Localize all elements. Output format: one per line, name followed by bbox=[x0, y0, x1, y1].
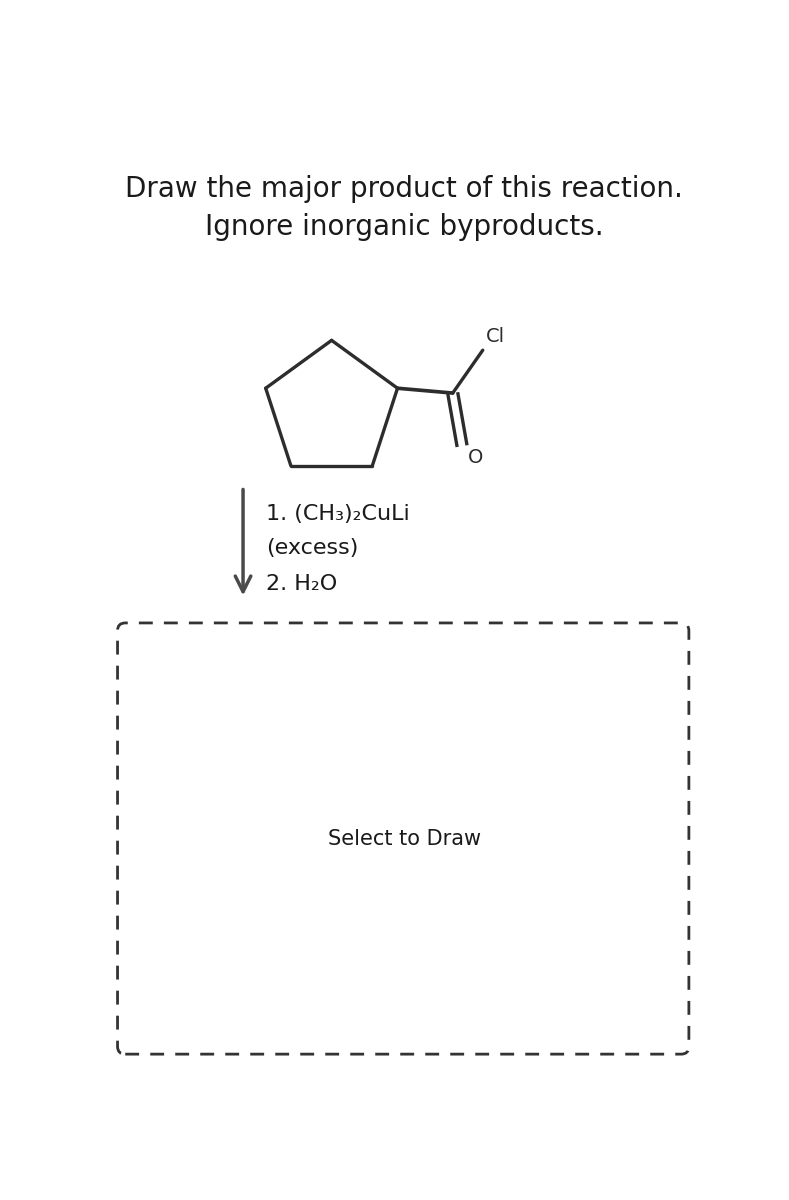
Text: Select to Draw: Select to Draw bbox=[327, 828, 481, 848]
Text: 1. (CH₃)₂CuLi: 1. (CH₃)₂CuLi bbox=[266, 504, 410, 523]
Text: 2. H₂O: 2. H₂O bbox=[266, 575, 338, 594]
Text: O: O bbox=[468, 449, 483, 468]
Text: Draw the major product of this reaction.: Draw the major product of this reaction. bbox=[125, 175, 683, 203]
Text: Ignore inorganic byproducts.: Ignore inorganic byproducts. bbox=[205, 214, 604, 241]
Text: Cl: Cl bbox=[486, 328, 505, 347]
Text: (excess): (excess) bbox=[266, 539, 358, 558]
